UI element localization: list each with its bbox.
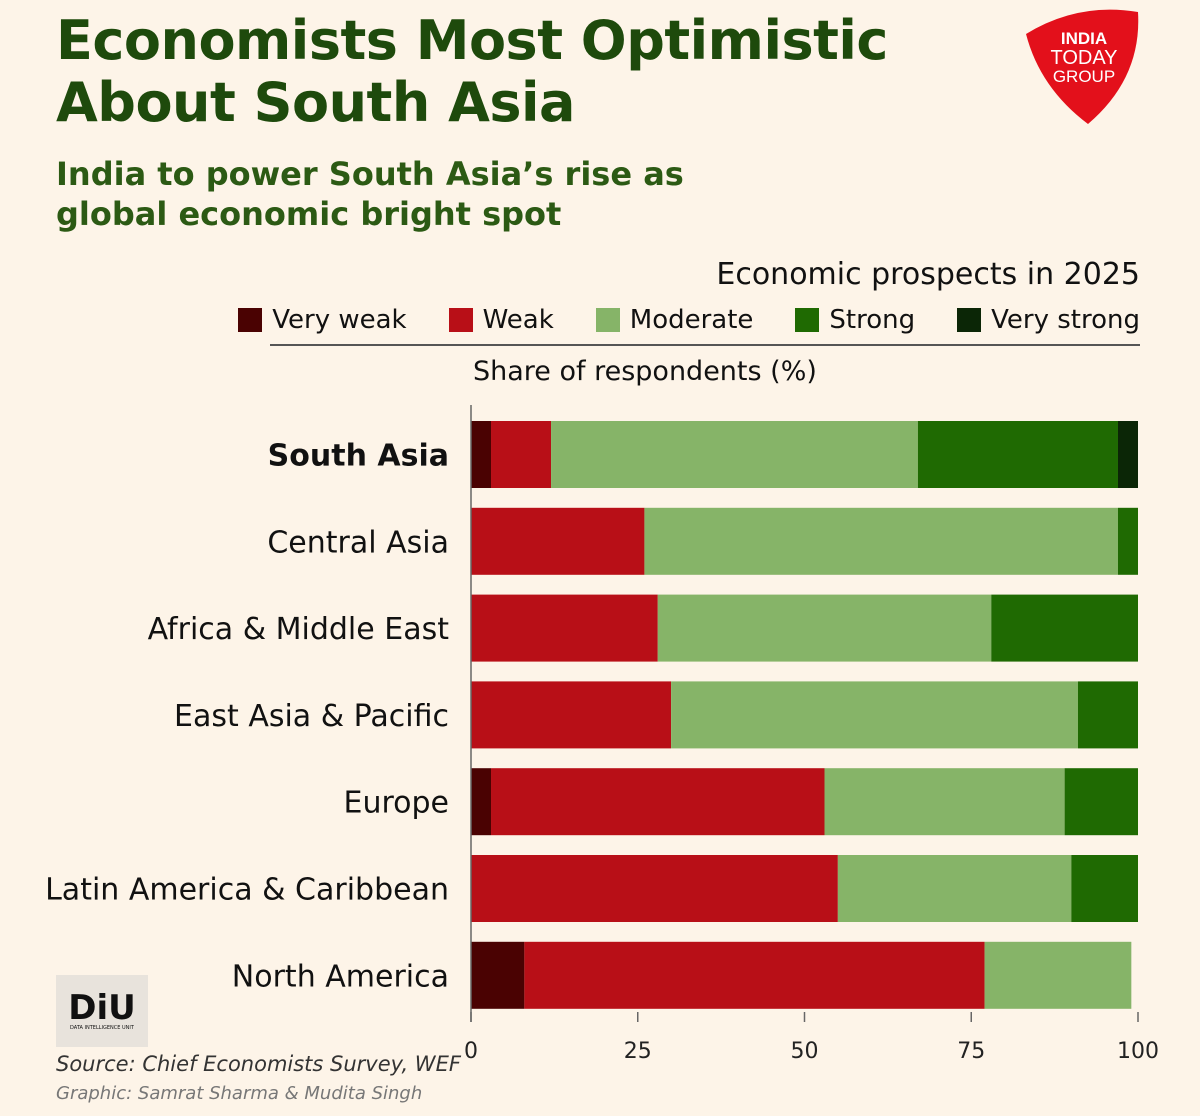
diu-logo: DiU DATA INTELLIGENCE UNIT	[56, 975, 148, 1047]
legend-label: Strong	[829, 305, 916, 335]
legend-divider	[270, 344, 1140, 346]
bar-segment	[471, 594, 658, 662]
source-note: Source: Chief Economists Survey, WEF	[56, 1052, 461, 1076]
bar-segment	[1071, 855, 1138, 922]
legend-item: Very weak	[238, 305, 407, 335]
bar-segment	[671, 681, 1078, 749]
legend-swatch	[595, 308, 620, 332]
bar-segment	[471, 507, 645, 575]
bar-segment	[1117, 421, 1138, 488]
category-label: East Asia & Pacific	[174, 699, 449, 734]
bar-segment	[991, 594, 1138, 662]
bar-segment	[491, 421, 552, 488]
legend-label: Very strong	[991, 305, 1140, 335]
title-line-2: About South Asia	[56, 71, 575, 134]
bar-segment	[471, 421, 492, 488]
india-today-group-logo: INDIA TODAY GROUP	[1026, 9, 1139, 124]
legend-swatch	[238, 308, 263, 332]
bar-segment	[551, 421, 918, 488]
bar-segment	[837, 855, 1072, 922]
bar-segment	[471, 941, 525, 1009]
legend-item: Moderate	[595, 305, 754, 335]
subtitle-line-1: India to power South Asia’s rise as	[56, 155, 684, 193]
bar-segment	[491, 768, 825, 836]
bar-segment	[471, 681, 672, 749]
x-tick-label: 50	[791, 1039, 819, 1064]
subtitle-line-2: global economic bright spot	[56, 195, 562, 233]
category-label: Central Asia	[267, 525, 449, 560]
category-label: North America	[232, 959, 449, 994]
x-axis-label: Share of respondents (%)	[473, 356, 817, 387]
category-label: Europe	[344, 786, 450, 821]
legend-swatch	[957, 308, 982, 332]
legend-label: Weak	[482, 305, 554, 335]
legend-label: Moderate	[629, 305, 754, 335]
bar-segment	[1077, 681, 1138, 749]
bar-segment	[524, 941, 985, 1009]
chart-title: Economic prospects in 2025	[716, 257, 1140, 292]
svg-text:TODAY: TODAY	[1050, 47, 1117, 69]
bar-segment	[1117, 507, 1138, 575]
bar-segment	[644, 507, 1118, 575]
x-tick-label: 100	[1117, 1039, 1159, 1064]
legend-item: Weak	[448, 305, 554, 335]
title-line-1: Economists Most Optimistic	[56, 9, 888, 72]
legend-swatch	[795, 308, 820, 332]
page-subtitle: India to power South Asia’s rise as glob…	[56, 154, 684, 234]
x-tick-label: 75	[957, 1039, 985, 1064]
legend-item: Strong	[795, 305, 915, 335]
bar-segment	[1064, 768, 1138, 836]
category-label: Latin America & Caribbean	[45, 873, 449, 908]
bar-segment	[471, 768, 492, 836]
legend-label: Very weak	[272, 305, 407, 335]
legend: Very weak Weak Moderate Strong Very strong	[238, 305, 1140, 335]
bar-segment	[657, 594, 992, 662]
category-label: South Asia	[268, 439, 449, 474]
x-tick-label: 0	[464, 1039, 478, 1064]
svg-text:GROUP: GROUP	[1053, 67, 1115, 86]
page-title: Economists Most Optimistic About South A…	[56, 10, 888, 134]
bar-segment	[984, 941, 1132, 1009]
bar-segment	[471, 855, 838, 922]
legend-item: Very strong	[957, 305, 1140, 335]
svg-text:INDIA: INDIA	[1061, 29, 1107, 48]
bar-segment	[824, 768, 1065, 836]
x-tick-label: 25	[624, 1039, 652, 1064]
graphic-credit: Graphic: Samrat Sharma & Mudita Singh	[56, 1083, 423, 1104]
legend-swatch	[448, 308, 473, 332]
category-label: Africa & Middle East	[148, 612, 450, 647]
bar-segment	[917, 421, 1118, 488]
